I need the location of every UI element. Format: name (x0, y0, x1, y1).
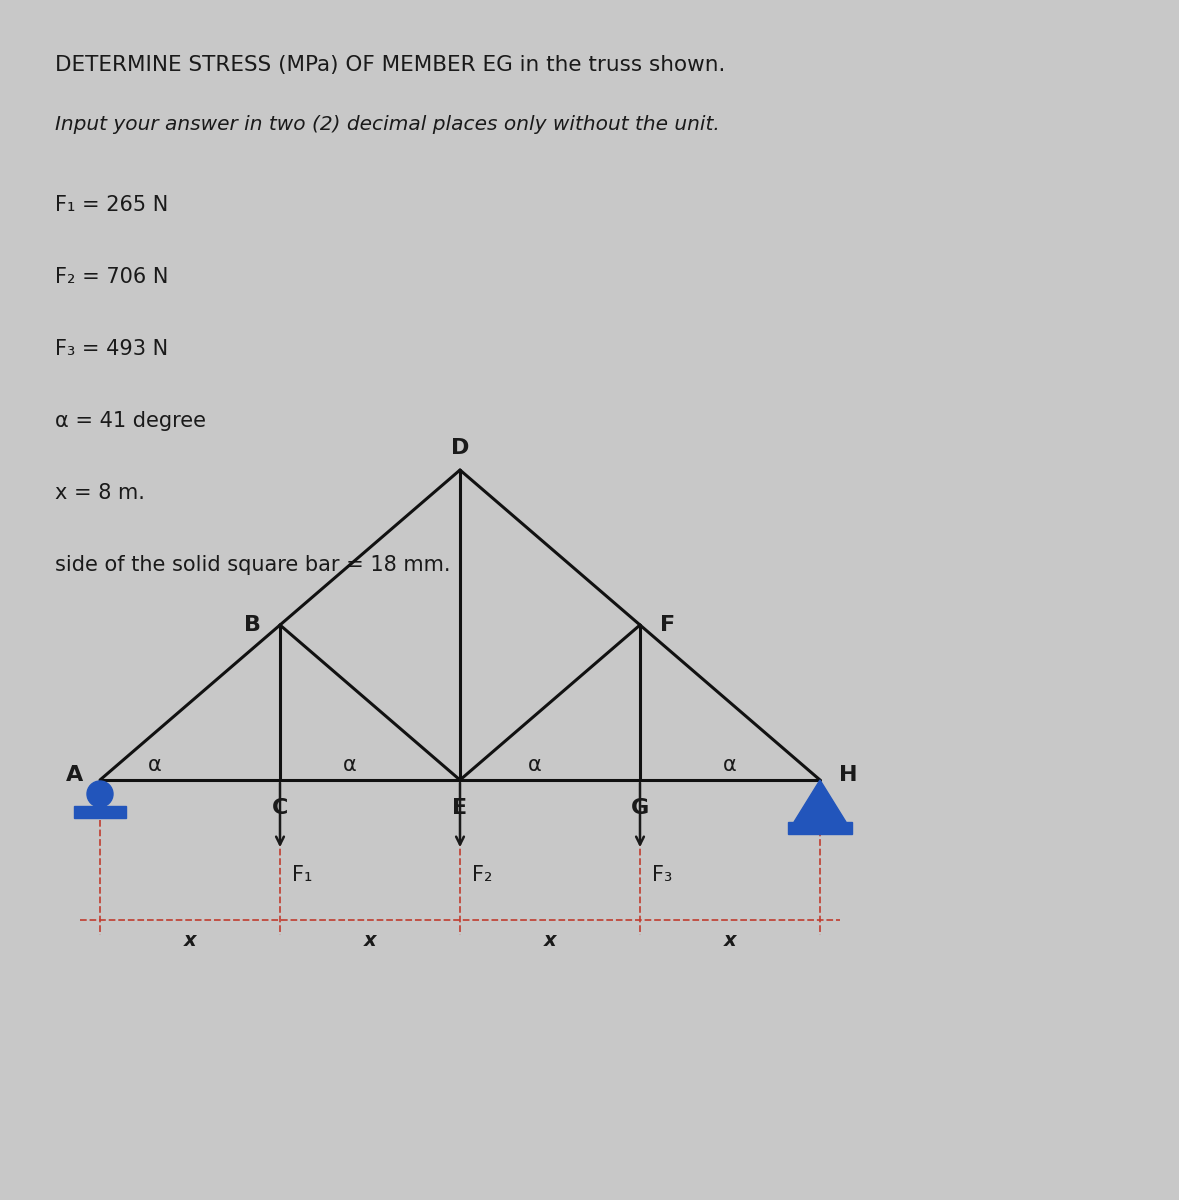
Text: α = 41 degree: α = 41 degree (55, 410, 206, 431)
Text: Input your answer in two (2) decimal places only without the unit.: Input your answer in two (2) decimal pla… (55, 115, 719, 134)
Text: F₂: F₂ (472, 865, 493, 886)
Text: F₃: F₃ (652, 865, 672, 886)
Text: side of the solid square bar = 18 mm.: side of the solid square bar = 18 mm. (55, 554, 450, 575)
Bar (74, 806, 126, 818)
Text: x: x (184, 930, 197, 949)
Text: F₃ = 493 N: F₃ = 493 N (55, 338, 169, 359)
Text: F₂ = 706 N: F₂ = 706 N (55, 266, 169, 287)
Text: α: α (723, 755, 737, 775)
Text: F₁ = 265 N: F₁ = 265 N (55, 194, 169, 215)
Text: DETERMINE STRESS (MPa) OF MEMBER EG in the truss shown.: DETERMINE STRESS (MPa) OF MEMBER EG in t… (55, 55, 725, 74)
Text: A: A (66, 766, 84, 785)
Text: C: C (272, 798, 288, 818)
Text: x: x (544, 930, 556, 949)
Circle shape (87, 781, 113, 806)
Text: x = 8 m.: x = 8 m. (55, 482, 145, 503)
Text: E: E (453, 798, 468, 818)
Text: x: x (724, 930, 737, 949)
Text: G: G (631, 798, 650, 818)
Polygon shape (793, 780, 847, 822)
Text: D: D (450, 438, 469, 458)
Text: H: H (838, 766, 857, 785)
Text: α: α (343, 755, 357, 775)
Text: x: x (363, 930, 376, 949)
Text: F₁: F₁ (292, 865, 312, 886)
Bar (788, 822, 852, 834)
Text: F: F (660, 614, 676, 635)
Text: α: α (149, 755, 162, 775)
Text: B: B (244, 614, 261, 635)
Text: α: α (528, 755, 542, 775)
